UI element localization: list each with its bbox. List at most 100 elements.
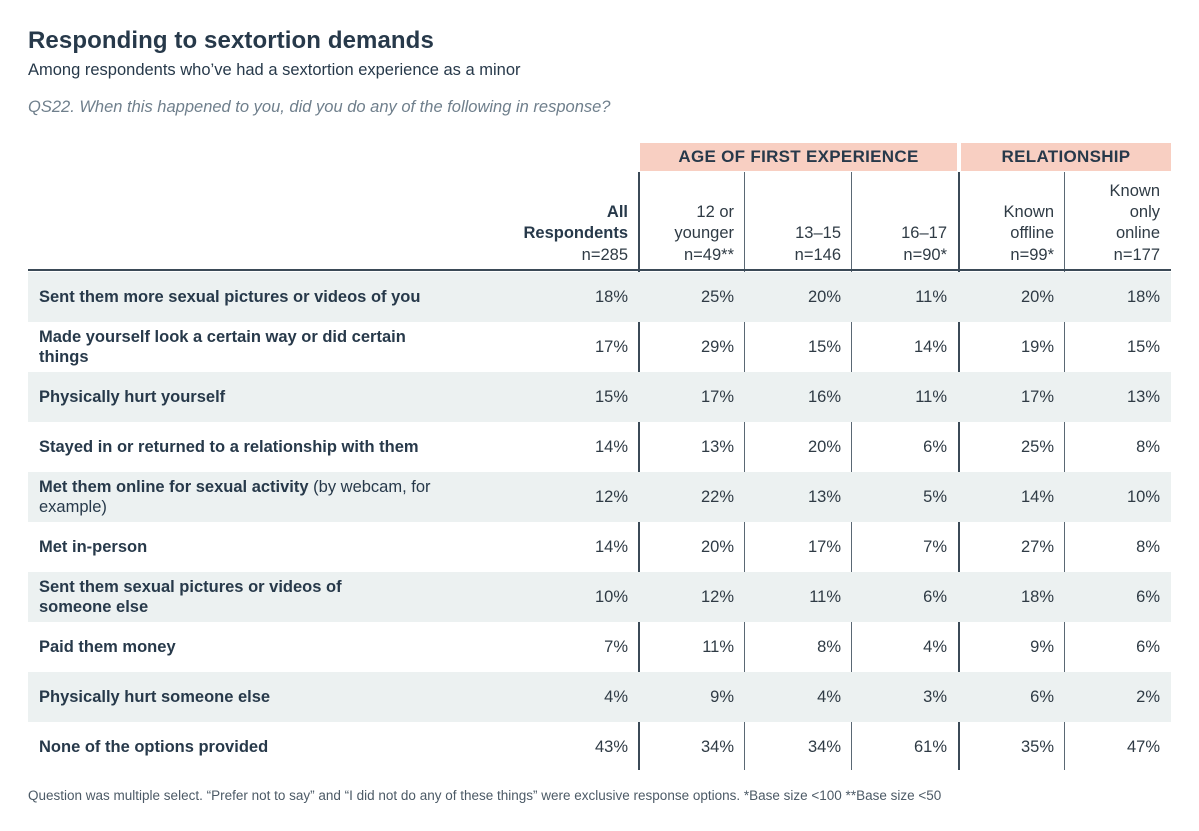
row-label-bold: Stayed in or returned to a relationship … [39,438,419,456]
table-cell: 15% [1126,337,1160,356]
table-cell: 35% [1020,737,1054,756]
row-label: Met in-person [39,522,519,572]
table-cell: 17% [700,387,734,406]
column-header-line: Known [1109,182,1160,200]
table-row: None of the options provided 43% 34% 34% 61%… [28,722,1171,772]
row-label: Made yourself look a certain way or did … [39,322,409,372]
page-title: Responding to sextortion demands [28,27,434,54]
row-label-bold: Met them online for sexual activity [39,478,309,496]
table-cell: 17% [594,337,628,356]
row-label: Met them online for sexual activity (by … [39,472,479,522]
table-cell: 47% [1126,737,1160,756]
table-cell: 11% [702,637,734,656]
table-cell: 4% [817,687,841,706]
table-cell: 29% [700,337,734,356]
header-rule [28,269,1171,271]
column-header-line: Known [1003,203,1054,221]
table-cell: 2% [1136,687,1160,706]
table-cell: 18% [1020,587,1054,606]
column-header-line: offline [1010,224,1054,242]
table-cell: 11% [809,587,841,606]
column-header-3: 16–17 n=90* [853,172,947,266]
column-header-line: younger [674,224,734,242]
table-cell: 20% [700,537,734,556]
row-label-bold: Made yourself look a certain way or did … [39,328,406,366]
table-cell: 19% [1020,337,1054,356]
table-cell: 11% [915,387,947,406]
table-row: Met in-person 14% 20% 17% 7% 27% 8% [28,522,1171,572]
row-label-bold: Paid them money [39,638,176,656]
column-divider [638,172,640,770]
table-cell: 34% [700,737,734,756]
table-row: Made yourself look a certain way or did … [28,322,1171,372]
table-cell: 8% [1136,537,1160,556]
question-text: QS22. When this happened to you, did you… [28,98,611,116]
column-divider [851,172,852,770]
table-cell: 14% [594,537,628,556]
table-cell: 20% [807,437,841,456]
table-cell: 43% [594,737,628,756]
table-cell: 13% [1126,387,1160,406]
column-header-line: only [1129,203,1160,221]
column-header-4: Known offline n=99* [960,172,1054,266]
row-label: Sent them sexual pictures or videos of s… [39,572,409,622]
column-divider [744,172,745,770]
row-label-bold: Sent them sexual pictures or videos of s… [39,578,342,616]
table-cell: 6% [1136,587,1160,606]
row-label-detail: (by webcam, for example) [39,478,431,516]
row-label-bold: Physically hurt someone else [39,688,271,706]
column-divider [958,172,960,770]
table-cell: 15% [594,387,628,406]
column-header-line: 12 or [696,203,734,221]
column-base-size: n=285 [581,246,628,264]
column-base-size: n=49** [683,246,734,264]
group-header-age: AGE OF FIRST EXPERIENCE [640,143,957,171]
row-label: Physically hurt someone else [39,672,519,722]
table-cell: 10% [594,587,628,606]
table-cell: 9% [1030,637,1054,656]
table-row: Physically hurt yourself 15% 17% 16% 11% 17% 1… [28,372,1171,422]
column-header-2: 13–15 n=146 [746,172,841,266]
row-label: Paid them money [39,622,519,672]
table-cell: 8% [1136,437,1160,456]
table-cell: 22% [700,487,734,506]
column-header-line: 13–15 [795,224,841,242]
table-cell: 13% [700,437,734,456]
column-header-line: online [1115,224,1160,242]
row-label-bold: Physically hurt yourself [39,388,226,406]
table-cell: 20% [807,287,841,306]
table-cell: 61% [913,737,947,756]
table-cell: 10% [1126,487,1160,506]
table-cell: 6% [923,587,947,606]
table-row: Paid them money 7% 11% 8% 4% 9% 6% [28,622,1171,672]
table-cell: 14% [594,437,628,456]
table-cell: 17% [807,537,841,556]
column-base-size: n=99* [1010,246,1054,264]
table-cell: 20% [1020,287,1054,306]
table-row: Met them online for sexual activity (by … [28,472,1171,522]
table-cell: 14% [1020,487,1054,506]
table-cell: 34% [807,737,841,756]
table-cell: 3% [923,687,947,706]
table-row: Stayed in or returned to a relationship … [28,422,1171,472]
table-cell: 14% [913,337,947,356]
table-cell: 6% [923,437,947,456]
table-cell: 8% [817,637,841,656]
row-label-bold: Met in-person [39,538,148,556]
column-base-size: n=177 [1113,246,1160,264]
table-cell: 5% [923,487,947,506]
table-cell: 9% [710,687,734,706]
subtitle: Among respondents who’ve had a sextortio… [28,61,521,79]
column-header-line: All [606,203,628,221]
table-row: Sent them sexual pictures or videos of s… [28,572,1171,622]
column-header-line: Respondents [523,224,628,242]
row-label: Sent them more sexual pictures or videos… [39,272,519,322]
table-cell: 11% [915,287,947,306]
table-row: Sent them more sexual pictures or videos… [28,272,1171,322]
table-row: Physically hurt someone else 4% 9% 4% 3% 6% 2% [28,672,1171,722]
row-label: None of the options provided [39,722,519,772]
table-cell: 16% [807,387,841,406]
table-cell: 13% [807,487,841,506]
row-label: Stayed in or returned to a relationship … [39,422,519,472]
column-base-size: n=146 [794,246,841,264]
